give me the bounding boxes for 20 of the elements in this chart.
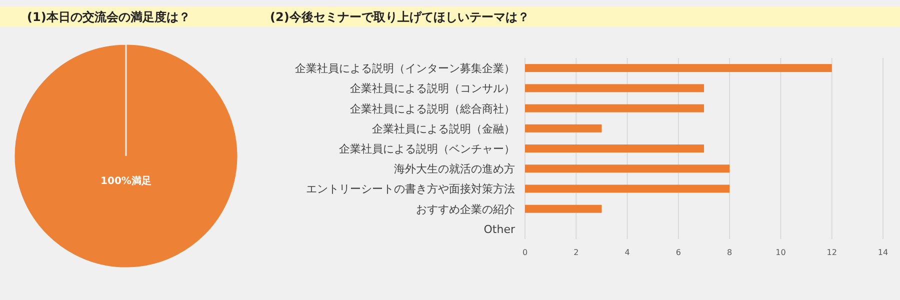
y-tick-label: 企業社員による説明（コンサル） [350,82,515,96]
chart-title: (1)本日の交流会の満足度は？ [27,10,190,24]
x-tick-label: 12 [826,248,837,257]
y-tick-label: Other [484,222,516,236]
y-tick-label: エントリーシートの書き方や面接対策方法 [306,182,515,196]
text: (2)今後セミナーで取り上げてほしいテーマは？ [270,10,530,24]
y-tick-label: 企業社員による説明（金融） [372,122,515,136]
y-tick-label: おすすめ企業の紹介 [416,202,515,216]
x-tick-label: 8 [727,248,732,257]
y-tick-label: 企業社員による説明（ベンチャー） [339,142,515,156]
x-tick-label: 14 [878,248,888,257]
x-tick-label: 2 [574,248,579,257]
y-tick-label: 企業社員による説明（総合商社） [350,102,515,116]
x-tick-label: 6 [676,248,681,257]
y-tick-label: 企業社員による説明（インターン募集企業） [295,62,515,76]
x-tick-label: 10 [776,248,786,257]
x-tick-label: 4 [624,248,630,257]
x-tick-label: 0 [522,248,528,257]
slice-label: 100%満足 [100,175,152,187]
y-tick-label: 海外大生の就活の進め方 [394,162,515,176]
